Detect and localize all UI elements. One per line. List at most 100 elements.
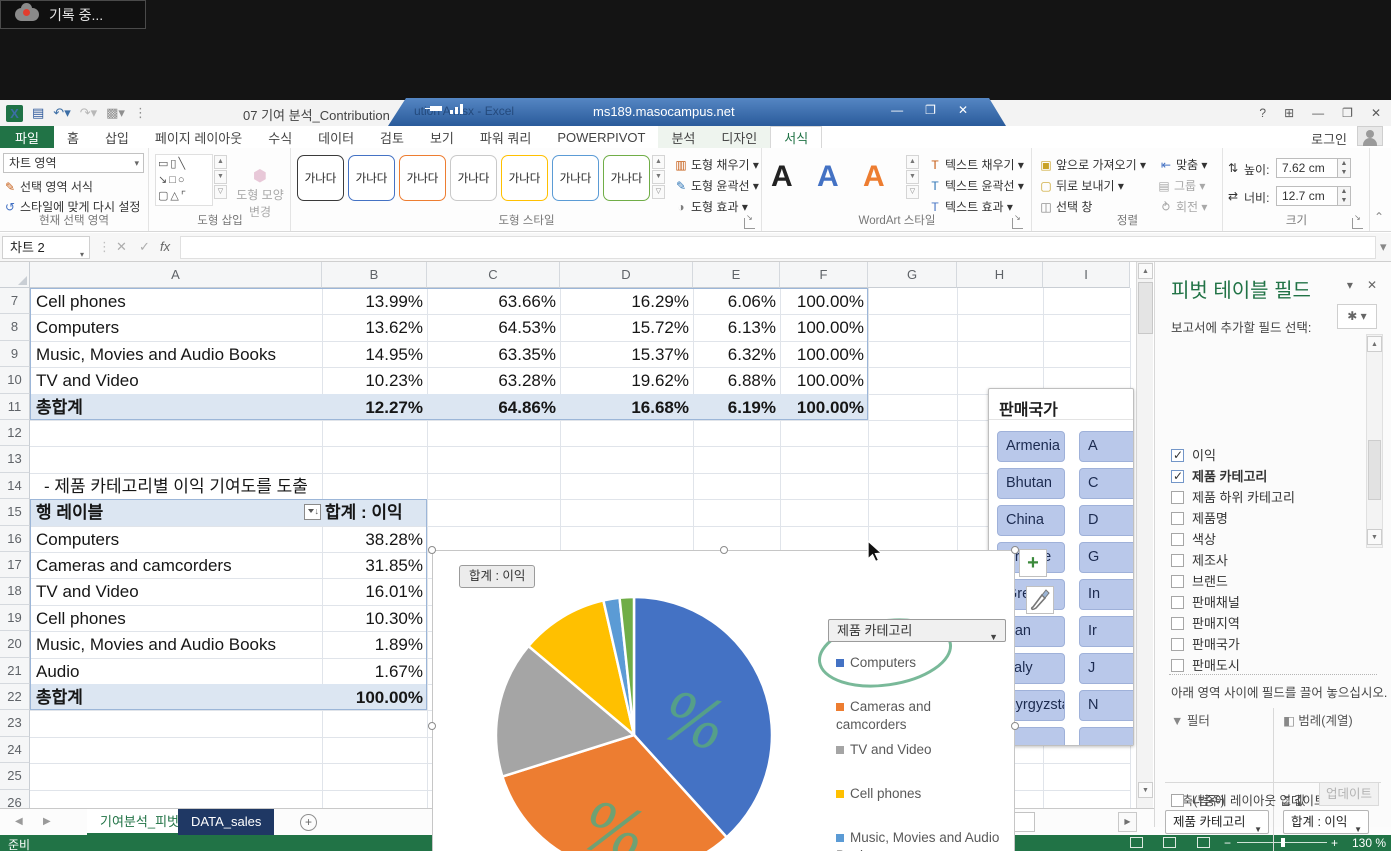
- remote-session-banner[interactable]: ution A xlsx - Excel ms189.masocampus.ne…: [388, 98, 1006, 126]
- tab-페이지 레이아웃[interactable]: 페이지 레이아웃: [154, 130, 243, 146]
- height-input[interactable]: 7.62 cm: [1276, 158, 1338, 178]
- pie-slice-TV and Video[interactable]: [494, 644, 637, 779]
- slicer-button-China[interactable]: China: [997, 505, 1065, 536]
- row-header-25[interactable]: 25: [0, 763, 30, 790]
- column-header-C[interactable]: C: [427, 262, 560, 288]
- text-outline-button[interactable]: T 텍스트 윤곽선 ▾: [928, 177, 1024, 194]
- shape-outline-button[interactable]: ✎ 도형 윤곽선 ▾: [675, 179, 759, 193]
- slicer-button-partial[interactable]: D: [1079, 505, 1133, 536]
- row-labels-filter-icon[interactable]: [304, 504, 321, 521]
- row-header-14[interactable]: 14: [0, 472, 30, 500]
- new-sheet-icon[interactable]: +: [300, 814, 317, 831]
- shape-style-swatch[interactable]: 가나다: [348, 155, 395, 201]
- field-list-scrollbar[interactable]: ▲ ▼: [1366, 334, 1383, 548]
- column-header-I[interactable]: I: [1043, 262, 1130, 288]
- slicer-button-Bhutan[interactable]: Bhutan: [997, 468, 1065, 499]
- slicer-button-partial[interactable]: J: [1079, 653, 1133, 684]
- field-item-제품 하위 카테고리[interactable]: 제품 하위 카테고리: [1171, 490, 1295, 511]
- sign-in-link[interactable]: 로그인: [1311, 132, 1347, 147]
- fields-scroll-down-icon[interactable]: ▼: [1367, 529, 1382, 545]
- cell[interactable]: Music, Movies and Audio Books: [36, 344, 277, 364]
- row-header-10[interactable]: 10: [0, 367, 30, 394]
- pane-close-icon[interactable]: ✕: [1366, 278, 1377, 292]
- pie-slice-Cell phones[interactable]: [526, 598, 637, 739]
- field-checkbox[interactable]: [1171, 617, 1184, 630]
- avatar[interactable]: [1357, 126, 1383, 146]
- chart-handle[interactable]: [428, 722, 436, 730]
- slicer-button-partial[interactable]: C: [1079, 468, 1133, 499]
- banner-restore-icon[interactable]: ❐: [925, 103, 936, 117]
- tab-POWERPIVOT[interactable]: POWERPIVOT: [557, 129, 646, 145]
- defer-layout-row[interactable]: 나중에 레이아웃 업데이트: [1171, 790, 1325, 809]
- restore-icon[interactable]: ❐: [1342, 106, 1353, 120]
- row-header-16[interactable]: 16: [0, 525, 30, 552]
- chart-element-combobox[interactable]: 차트 영역 ▾: [3, 153, 144, 173]
- undo-icon[interactable]: ↶▾: [53, 105, 71, 120]
- legend-item-Music, Movies and Audio Books[interactable]: Music, Movies and Audio Books: [836, 829, 1004, 851]
- rotate-button[interactable]: ⥁ 회전 ▾: [1159, 198, 1208, 215]
- zoom-slider-handle[interactable]: [1281, 838, 1285, 847]
- cell[interactable]: Cell phones: [36, 292, 126, 311]
- change-shape-button[interactable]: ⬢ 도형 모양 변경: [236, 168, 284, 219]
- cell[interactable]: Audio: [36, 661, 80, 681]
- expand-formula-bar-icon[interactable]: ▾: [1380, 239, 1387, 254]
- legend-item-Cameras and camcorders[interactable]: Cameras and camcorders: [836, 699, 932, 732]
- minimize-icon[interactable]: ―: [1312, 106, 1325, 120]
- slicer-button-partial[interactable]: [1079, 727, 1133, 745]
- cell[interactable]: Computers: [36, 529, 120, 549]
- slicer-button-partial[interactable]: Ir: [1079, 616, 1133, 647]
- tab-보기[interactable]: 보기: [429, 130, 454, 146]
- row-header-9[interactable]: 9: [0, 340, 30, 368]
- cell[interactable]: 31.85%: [365, 556, 423, 575]
- cell[interactable]: 1.67%: [374, 661, 423, 681]
- field-checkbox[interactable]: [1171, 448, 1184, 463]
- pane-options-icon[interactable]: ▾: [1346, 278, 1353, 292]
- cell[interactable]: 13.99%: [365, 292, 423, 311]
- cell[interactable]: 15.72%: [631, 318, 689, 338]
- chart-handle[interactable]: [428, 546, 436, 554]
- name-box[interactable]: 차트 2 ▾: [2, 236, 90, 259]
- pin-icon[interactable]: [425, 106, 442, 111]
- legend-item-Cell phones[interactable]: Cell phones: [836, 785, 1004, 803]
- row-header-17[interactable]: 17: [0, 552, 30, 579]
- row-header-12[interactable]: 12: [0, 420, 30, 447]
- field-item-판매국가[interactable]: 판매국가: [1171, 637, 1240, 658]
- wordart-style[interactable]: A: [817, 160, 839, 193]
- field-checkbox[interactable]: [1171, 575, 1184, 588]
- zoom-in-icon[interactable]: +: [1331, 836, 1339, 850]
- row-header-7[interactable]: 7: [0, 288, 30, 315]
- cell[interactable]: 16.68%: [631, 397, 689, 417]
- shape-styles-dialog-launcher[interactable]: [744, 213, 755, 229]
- column-header-G[interactable]: G: [868, 262, 957, 288]
- ribbon-options-icon[interactable]: ⊞: [1284, 106, 1295, 120]
- field-item-제품 카테고리[interactable]: 제품 카테고리: [1171, 469, 1267, 490]
- scroll-right-icon[interactable]: ▶: [1118, 812, 1137, 832]
- column-header-H[interactable]: H: [957, 262, 1043, 288]
- column-header-A[interactable]: A: [30, 262, 322, 288]
- field-item-제품명[interactable]: 제품명: [1171, 511, 1228, 532]
- field-checkbox[interactable]: [1171, 596, 1184, 609]
- chart-handle[interactable]: [1011, 546, 1019, 554]
- cell[interactable]: 63.35%: [498, 344, 556, 364]
- row-header-26[interactable]: 26: [0, 789, 30, 808]
- row-header-20[interactable]: 20: [0, 631, 30, 658]
- redo-icon[interactable]: ↷▾: [79, 105, 98, 120]
- row-header-8[interactable]: 8: [0, 314, 30, 341]
- cell[interactable]: 1.89%: [374, 635, 423, 655]
- send-backward-button[interactable]: ▢ 뒤로 보내기 ▾: [1040, 179, 1124, 193]
- cell[interactable]: 총합계: [36, 397, 83, 417]
- cell[interactable]: Music, Movies and Audio Books: [36, 635, 277, 655]
- selection-pane-button[interactable]: ◫ 선택 창: [1040, 200, 1093, 214]
- field-checkbox[interactable]: [1171, 554, 1184, 567]
- cell[interactable]: 100.00%: [796, 292, 864, 311]
- vertical-scrollbar[interactable]: ▲ ▼: [1136, 262, 1153, 808]
- cell[interactable]: 19.62%: [631, 371, 689, 391]
- cell[interactable]: 13.62%: [365, 318, 423, 338]
- cell[interactable]: 행 레이블: [36, 503, 104, 523]
- column-header-E[interactable]: E: [693, 262, 780, 288]
- axis-field-chip[interactable]: 제품 카테고리 ▼: [1165, 810, 1269, 834]
- cell[interactable]: 100.00%: [796, 344, 864, 364]
- field-item-판매도시[interactable]: 판매도시: [1171, 658, 1240, 679]
- cell[interactable]: 64.86%: [498, 397, 556, 417]
- tab-삽입[interactable]: 삽입: [104, 130, 129, 146]
